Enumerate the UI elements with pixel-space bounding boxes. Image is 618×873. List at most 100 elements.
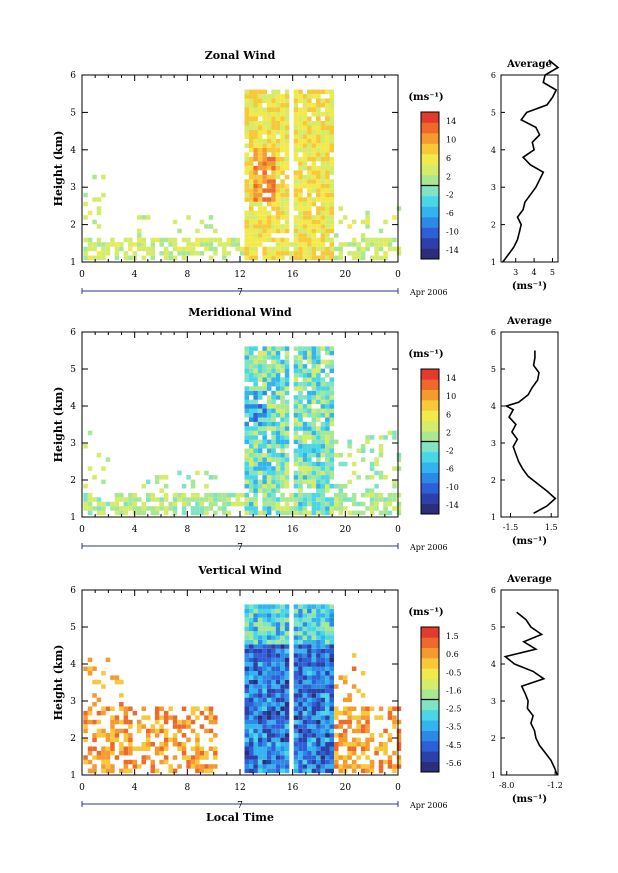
heatmap-cell <box>244 395 249 400</box>
heatmap-cell <box>329 350 334 356</box>
heatmap-cell <box>262 719 267 725</box>
heatmap-cell <box>325 112 330 117</box>
heatmap-cell <box>257 750 263 756</box>
heatmap-cell <box>146 728 151 734</box>
heatmap-cell <box>316 224 321 229</box>
heatmap-cell <box>293 112 299 117</box>
heatmap-cell <box>280 675 285 680</box>
heatmap-cell <box>266 255 272 261</box>
heatmap-cell <box>320 201 326 207</box>
heatmap-cell <box>257 484 263 489</box>
heatmap-cell <box>307 448 312 453</box>
heatmap-cell <box>396 737 402 743</box>
heatmap-cell <box>186 501 191 507</box>
heatmap-cell <box>253 622 258 627</box>
heatmap-cell <box>329 390 334 396</box>
heatmap-cell <box>284 497 290 502</box>
heatmap-cell <box>360 444 366 449</box>
heatmap-cell <box>141 724 146 729</box>
heatmap-cell <box>329 679 334 685</box>
heatmap-cell <box>208 715 214 720</box>
heatmap-cell <box>293 386 299 391</box>
heatmap-cell <box>253 644 258 649</box>
heatmap-cell <box>262 444 267 449</box>
colorbar-swatch <box>421 400 439 411</box>
colorbar-swatch <box>421 720 439 731</box>
heatmap-cell <box>244 755 249 760</box>
heatmap-cell <box>325 693 330 698</box>
heatmap-cell <box>119 742 124 747</box>
heatmap-cell <box>365 764 370 769</box>
heatmap-cell <box>293 746 299 751</box>
heatmap-cell <box>275 497 281 502</box>
heatmap-cell <box>396 452 402 458</box>
heatmap-cell <box>244 702 249 707</box>
heatmap-cell <box>298 444 303 449</box>
heatmap-cell <box>257 417 263 422</box>
heatmap-cell <box>275 103 281 108</box>
heatmap-cell <box>311 112 317 117</box>
heatmap-cell <box>249 435 254 440</box>
heatmap-cell <box>320 192 326 198</box>
heatmap-cell <box>311 657 317 663</box>
heatmap-cell <box>163 759 169 765</box>
heatmap-cell <box>186 215 191 220</box>
heatmap-cell <box>307 475 312 480</box>
heatmap-cell <box>253 426 258 431</box>
heatmap-cell <box>316 346 321 351</box>
heatmap-cell <box>154 719 160 725</box>
heatmap-cell <box>343 497 348 502</box>
heatmap-cell <box>383 475 388 480</box>
heatmap-cell <box>320 742 326 747</box>
heatmap-cell <box>262 688 267 694</box>
heatmap-cell <box>302 125 308 130</box>
heatmap-cell <box>307 648 312 654</box>
heatmap-cell <box>307 255 312 261</box>
heatmap-cell <box>217 497 223 502</box>
heatmap-cell <box>253 768 258 774</box>
heatmap-cell <box>307 688 312 694</box>
heatmap-cell <box>378 444 384 449</box>
heatmap-cell <box>325 635 330 640</box>
heatmap-cell <box>271 395 276 400</box>
heatmap-cell <box>311 121 317 126</box>
heatmap-cell <box>271 688 276 694</box>
heatmap-cell <box>311 768 317 774</box>
heatmap-cell <box>307 724 312 729</box>
heatmap-cell <box>83 755 88 760</box>
heatmap-cell <box>320 702 326 707</box>
heatmap-cell <box>329 653 334 658</box>
heatmap-cell <box>275 359 281 365</box>
heatmap-cell <box>199 242 205 247</box>
heatmap-cell <box>190 719 196 725</box>
colorbar-swatch <box>421 154 439 165</box>
heatmap-cell <box>253 470 258 476</box>
y-tick-label: 2 <box>70 734 76 744</box>
heatmap-cell <box>325 448 330 453</box>
heatmap-cell <box>275 94 281 99</box>
average-y-tick-label: 5 <box>491 108 496 117</box>
heatmap-cell <box>293 404 299 409</box>
heatmap-cell <box>181 755 187 760</box>
heatmap-cell <box>311 103 317 108</box>
heatmap-cell <box>298 631 303 636</box>
heatmap-cell <box>302 706 308 711</box>
heatmap-cell <box>271 448 276 453</box>
heatmap-cell <box>119 750 124 756</box>
heatmap-cell <box>378 764 384 769</box>
heatmap-cell <box>316 165 321 171</box>
heatmap-cell <box>280 413 285 418</box>
heatmap-cell <box>298 112 303 117</box>
heatmap-cell <box>275 251 281 256</box>
heatmap-cell <box>316 138 321 144</box>
plot-frame <box>81 74 399 263</box>
heatmap-cell <box>128 746 133 751</box>
heatmap-cell <box>284 215 290 220</box>
heatmap-cell <box>320 439 326 445</box>
heatmap-cell <box>257 98 263 103</box>
heatmap-cell <box>253 724 258 729</box>
heatmap-cell <box>298 666 303 671</box>
heatmap-cell <box>253 439 258 445</box>
heatmap-cell <box>271 143 276 148</box>
heatmap-cell <box>253 183 258 189</box>
